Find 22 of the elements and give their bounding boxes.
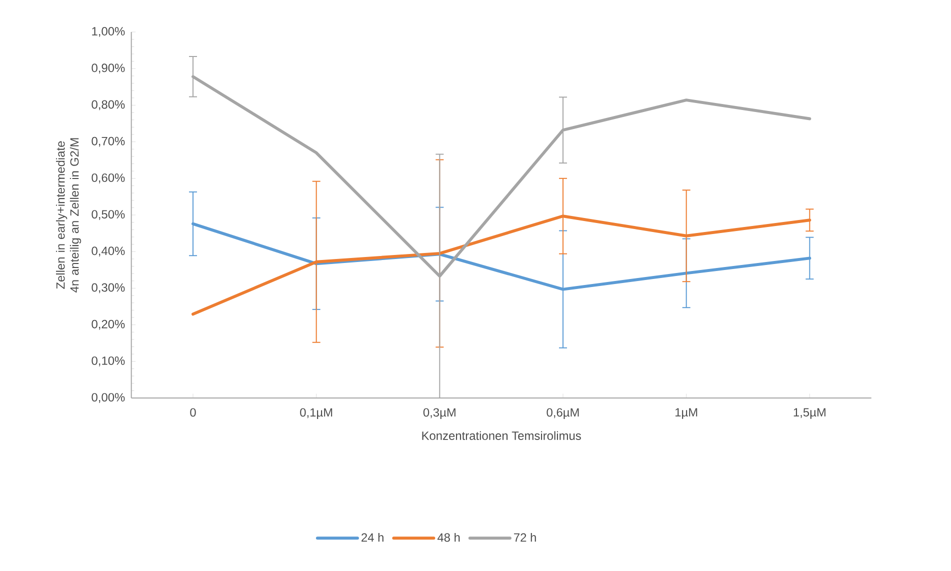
y-tick-label: 0,10%	[92, 356, 125, 366]
y-tick-label: 0,50%	[92, 210, 125, 220]
y-tick-label: 1,00%	[92, 27, 125, 37]
legend-label: 24 h	[362, 532, 384, 542]
y-tick-label: 0,20%	[92, 320, 125, 330]
legend-label: 48 h	[437, 532, 460, 542]
x-tick-label: 0,3µM	[423, 408, 456, 420]
y-tick-label: 0,30%	[92, 283, 125, 294]
y-tick-label: 0,00%	[92, 393, 125, 403]
x-tick-label: 1,5µM	[794, 408, 826, 419]
y-tick-label: 0,90%	[92, 64, 125, 74]
x-tick-label: 0,6µM	[546, 408, 579, 420]
y-tick-label: 0,80%	[92, 100, 125, 110]
x-tick-label: 1µM	[675, 408, 698, 419]
x-axis-title: Konzentrationen Temsirolimus	[422, 431, 581, 440]
y-tick-label: 0,60%	[92, 173, 125, 184]
y-axis-title: Zellen in early+intermediate 4n anteilig an Zellen in G2/M	[56, 138, 82, 292]
x-tick-label: 0	[190, 408, 196, 417]
legend-label: 72 h	[514, 532, 536, 542]
y-tick-label: 0,40%	[92, 246, 125, 257]
x-tick-label: 0,1µM	[300, 408, 332, 420]
y-tick-label: 0,70%	[92, 136, 125, 147]
